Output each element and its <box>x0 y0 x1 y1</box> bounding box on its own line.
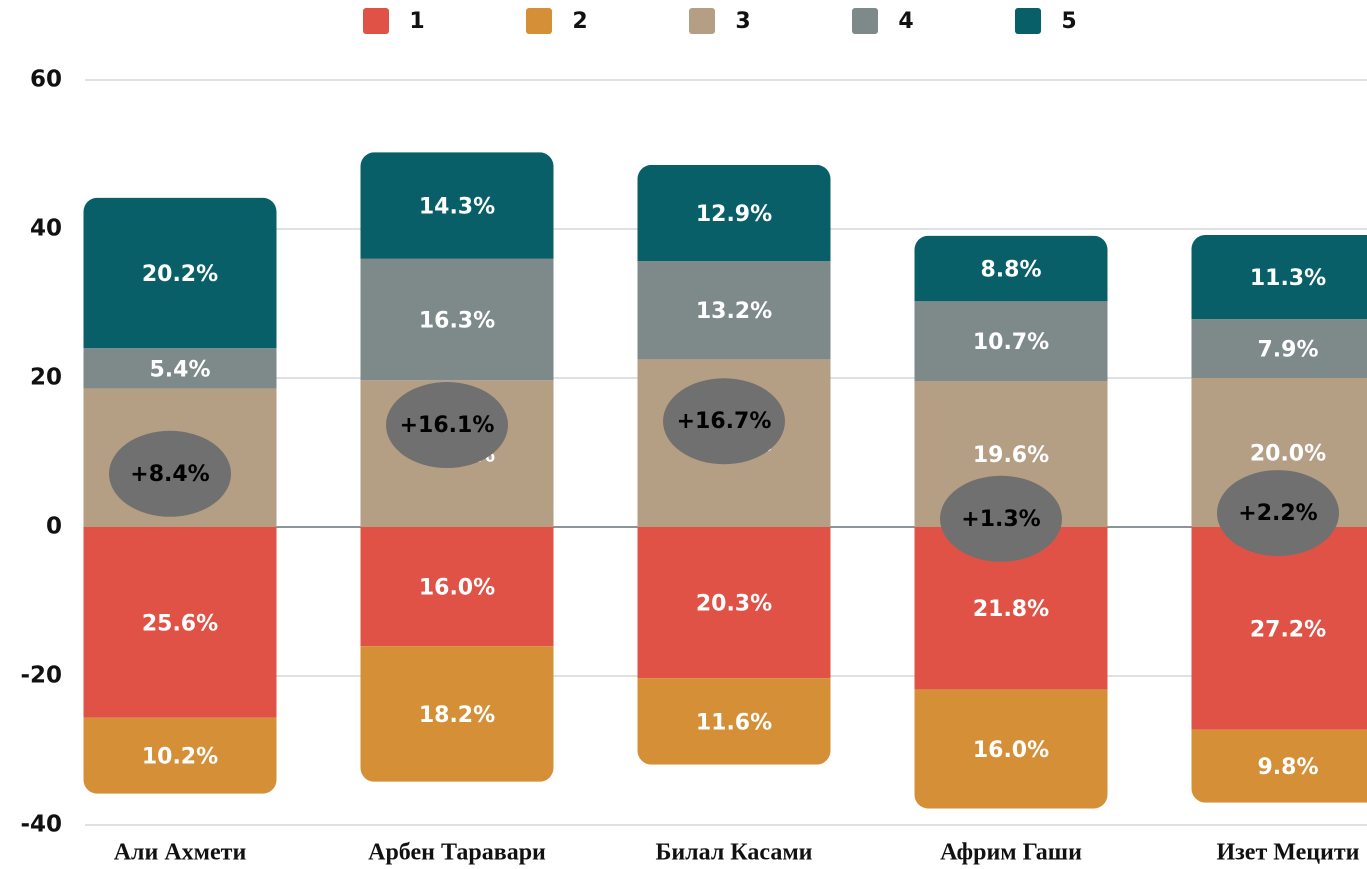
y-tick-label: -40 <box>20 812 62 838</box>
bar-segment <box>914 689 1108 809</box>
data-label: 5.4% <box>149 357 210 382</box>
net-badge <box>109 430 231 517</box>
y-tick-label: 0 <box>46 514 62 540</box>
data-label: 20.2% <box>142 262 218 287</box>
bar-segment <box>83 527 277 718</box>
bar-segment <box>637 164 831 262</box>
net-label: +16.7% <box>677 409 772 434</box>
x-tick-label: Али Ахмети <box>114 840 247 866</box>
legend-swatch <box>852 8 878 34</box>
net-badge <box>386 382 508 469</box>
data-label: 13.2% <box>696 299 772 324</box>
data-label: 12.9% <box>696 202 772 227</box>
bar-segment <box>83 717 277 794</box>
bar-segment <box>1191 319 1367 378</box>
legend-swatch <box>689 8 715 34</box>
legend-label: 3 <box>735 9 750 34</box>
bar-segment <box>1191 729 1367 803</box>
bar-segment <box>360 258 554 381</box>
net-badge <box>940 475 1062 562</box>
bar-group <box>914 235 1108 809</box>
data-label: 18.2% <box>419 703 495 728</box>
x-tick-label: Изет Мецити <box>1216 840 1359 866</box>
x-tick-label: Билал Касами <box>655 840 812 866</box>
data-label: 20.3% <box>696 592 772 617</box>
data-label: 8.8% <box>980 257 1041 282</box>
data-label: 20.0% <box>1250 442 1326 467</box>
net-label: +8.4% <box>130 462 209 487</box>
bar-segment <box>914 235 1108 302</box>
data-label: 19.6% <box>973 443 1049 468</box>
legend-label: 2 <box>572 9 587 34</box>
bar-segment <box>360 646 554 782</box>
legend-label: 1 <box>409 9 424 34</box>
bar-segment <box>1191 234 1367 320</box>
y-tick-label: 40 <box>30 216 62 242</box>
bar-group <box>637 164 831 765</box>
net-badge <box>663 378 785 465</box>
legend-label: 4 <box>898 9 913 34</box>
legend-label: 5 <box>1061 9 1076 34</box>
bar-segment <box>637 527 831 679</box>
data-label: 27.2% <box>1250 617 1326 642</box>
y-tick-label: -20 <box>20 663 62 689</box>
data-label: 14.3% <box>419 195 495 220</box>
bar-segment <box>83 197 277 349</box>
bar-segment <box>1191 527 1367 730</box>
net-label: +2.2% <box>1238 501 1317 526</box>
legend-swatch <box>1015 8 1041 34</box>
net-label: +16.1% <box>400 413 495 438</box>
bar-segment <box>83 348 277 389</box>
data-label: 16.0% <box>973 738 1049 763</box>
data-label: 16.0% <box>419 576 495 601</box>
data-label: 10.2% <box>142 745 218 770</box>
data-label: 7.9% <box>1257 338 1318 363</box>
data-label: 25.6% <box>142 611 218 636</box>
bar-segment <box>637 261 831 360</box>
legend-swatch <box>363 8 389 34</box>
data-label: 11.3% <box>1250 266 1326 291</box>
data-label: 21.8% <box>973 597 1049 622</box>
x-tick-label: Африм Гаши <box>940 840 1082 866</box>
bar-segment <box>360 527 554 647</box>
data-label: 10.7% <box>973 330 1049 355</box>
data-label: 16.3% <box>419 309 495 334</box>
y-tick-label: 20 <box>30 365 62 391</box>
bar-group <box>1191 234 1367 803</box>
bar-segment <box>914 301 1108 381</box>
bar-segment <box>637 678 831 765</box>
net-label: +1.3% <box>961 507 1040 532</box>
y-tick-label: 60 <box>30 67 62 93</box>
data-label: 11.6% <box>696 710 772 735</box>
bar-segment <box>360 152 554 259</box>
net-badge <box>1217 470 1339 557</box>
legend-swatch <box>526 8 552 34</box>
bar-group <box>360 152 554 782</box>
data-label: 9.8% <box>1257 755 1318 780</box>
x-tick-label: Арбен Таравари <box>368 840 546 866</box>
